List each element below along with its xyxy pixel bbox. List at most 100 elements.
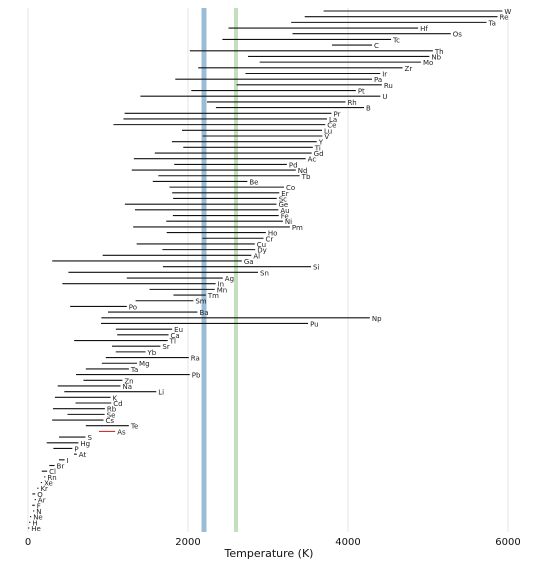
element-label-Eu: Eu xyxy=(174,326,183,334)
element-label-Br: Br xyxy=(57,463,65,471)
element-label-Ru: Ru xyxy=(384,82,393,90)
element-label-Cl: Cl xyxy=(49,468,56,476)
element-label-Be: Be xyxy=(249,178,258,186)
element-label-Se: Se xyxy=(107,411,116,419)
element-label-Nb: Nb xyxy=(431,53,441,61)
element-label-Lu: Lu xyxy=(324,127,332,135)
element-label-Mo: Mo xyxy=(423,59,433,67)
element-label-Ar: Ar xyxy=(38,497,46,505)
element-label-Tb: Tb xyxy=(301,173,311,181)
element-label-Cs: Cs xyxy=(106,417,115,425)
element-label-Sr: Sr xyxy=(162,343,169,351)
element-label-Np: Np xyxy=(372,315,382,323)
element-label-Ho: Ho xyxy=(268,230,278,238)
element-label-Pm: Pm xyxy=(292,224,303,232)
element-label-He: He xyxy=(31,525,41,533)
element-label-Ca: Ca xyxy=(171,332,180,340)
element-label-Tm: Tm xyxy=(207,292,219,300)
element-label-In: In xyxy=(218,281,225,289)
vertical-gridlines xyxy=(27,8,509,532)
element-label-K: K xyxy=(113,394,118,402)
element-label-Ti: Ti xyxy=(314,144,321,152)
x-tick-label-3: 6000 xyxy=(495,537,520,548)
element-label-Ac: Ac xyxy=(308,156,317,164)
element-label-Kr: Kr xyxy=(40,485,48,493)
element-label-Ir: Ir xyxy=(382,70,387,78)
element-label-Pa: Pa xyxy=(374,76,382,84)
element-range-bars xyxy=(28,10,503,529)
element-label-Zn: Zn xyxy=(124,377,133,385)
x-tick-label-1: 2000 xyxy=(175,537,200,548)
element-label-Ga: Ga xyxy=(244,258,254,266)
element-label-Fe: Fe xyxy=(281,213,289,221)
element-label-F: F xyxy=(37,502,41,510)
element-label-V: V xyxy=(324,133,329,141)
element-label-Li: Li xyxy=(158,389,164,397)
element-label-Gd: Gd xyxy=(314,150,324,158)
element-label-Sm: Sm xyxy=(195,298,206,306)
x-tick-label-0: 0 xyxy=(25,537,31,548)
element-label-Rh: Rh xyxy=(347,99,356,107)
element-label-Cu: Cu xyxy=(257,241,266,249)
element-label-Y: Y xyxy=(318,139,324,147)
element-label-B: B xyxy=(366,105,371,113)
element-label-Au: Au xyxy=(280,207,289,215)
element-label-Cd: Cd xyxy=(113,400,122,408)
element-label-Ne: Ne xyxy=(33,514,43,522)
element-label-Hf: Hf xyxy=(420,25,428,33)
element-label-Zr: Zr xyxy=(405,65,413,73)
element-label-N: N xyxy=(36,508,41,516)
x-tick-label-2: 4000 xyxy=(335,537,360,548)
element-label-Co: Co xyxy=(286,184,295,192)
x-axis-title: Temperature (K) xyxy=(224,547,314,560)
element-label-Ta2: Ta xyxy=(130,366,138,374)
element-label-Rb: Rb xyxy=(107,406,117,414)
element-label-Cr: Cr xyxy=(266,235,274,243)
element-label-Dy: Dy xyxy=(257,247,267,255)
reference-lines xyxy=(201,8,238,532)
element-label-Si: Si xyxy=(313,264,319,272)
element-label-Ge: Ge xyxy=(278,201,288,209)
element-label-Tc: Tc xyxy=(392,36,400,44)
element-label-Na: Na xyxy=(122,383,132,391)
element-label-Hg: Hg xyxy=(80,440,90,448)
element-label-Sc: Sc xyxy=(279,195,287,203)
element-label-Os: Os xyxy=(453,31,463,39)
element-label-S: S xyxy=(87,434,92,442)
element-label-Tl: Tl xyxy=(169,338,176,346)
element-label-Er: Er xyxy=(281,190,288,198)
x-axis-ticks: 0 2000 4000 6000 xyxy=(25,537,521,548)
element-label-Ni: Ni xyxy=(285,218,292,226)
element-label-W: W xyxy=(504,8,511,16)
element-label-Ta: Ta xyxy=(487,19,495,27)
element-label-P: P xyxy=(74,445,78,453)
element-label-As: As xyxy=(117,428,126,436)
element-label-La: La xyxy=(329,116,337,124)
element-label-Ce: Ce xyxy=(327,122,336,130)
element-label-Ba: Ba xyxy=(199,309,208,317)
element-label-Pd: Pd xyxy=(289,161,298,169)
element-label-O: O xyxy=(37,491,43,499)
element-label-Mg: Mg xyxy=(139,360,149,368)
element-label-Al: Al xyxy=(253,252,260,260)
element-label-At: At xyxy=(79,451,87,459)
element-label-Sn: Sn xyxy=(260,269,269,277)
element-label-Nd: Nd xyxy=(298,167,308,175)
element-label-U: U xyxy=(382,93,387,101)
element-label-Ra: Ra xyxy=(191,355,200,363)
element-label-Mn: Mn xyxy=(217,286,227,294)
element-label-Th: Th xyxy=(434,48,444,56)
element-label-Rn: Rn xyxy=(47,474,56,482)
element-label-I: I xyxy=(67,457,69,465)
element-label-Pb: Pb xyxy=(192,372,201,380)
element-label-Yb: Yb xyxy=(147,349,157,357)
element-label-Po: Po xyxy=(129,303,137,311)
element-label-Te: Te xyxy=(130,423,138,431)
element-label-H: H xyxy=(32,519,37,527)
element-label-Pr: Pr xyxy=(333,110,340,118)
element-label-C: C xyxy=(374,42,379,50)
element-label-Ag: Ag xyxy=(225,275,234,283)
element-label-Pt: Pt xyxy=(358,88,365,96)
